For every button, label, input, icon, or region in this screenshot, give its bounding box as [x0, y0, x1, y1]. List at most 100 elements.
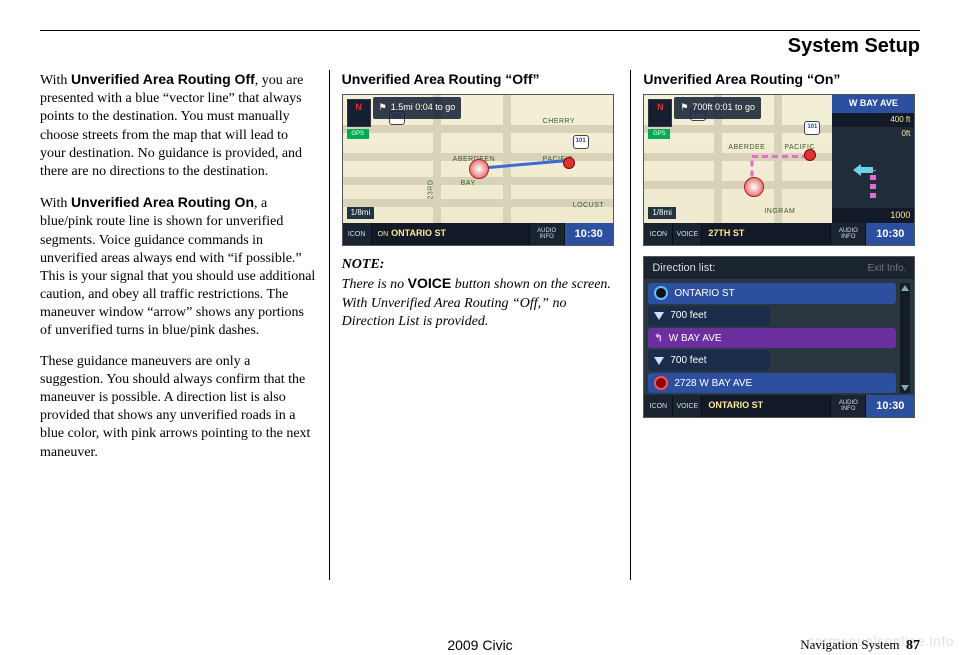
bottom-bar: ICON VOICE ONTARIO ST AUDIO INFO 10:30 [644, 395, 914, 417]
note-label: NOTE: [342, 256, 619, 274]
street-label: 23RD [426, 180, 435, 200]
direction-row[interactable]: ONTARIO ST [648, 283, 896, 303]
three-column-layout: With Unverified Area Routing Off, you ar… [40, 70, 920, 580]
panel-dist: 1000 [832, 208, 914, 224]
current-street: ONTARIO ST [702, 395, 830, 417]
road [503, 95, 511, 223]
waypoint-icon [654, 286, 668, 300]
direction-row[interactable]: ↰ W BAY AVE [648, 328, 896, 348]
direction-row[interactable]: 2728 W BAY AVE [648, 373, 896, 393]
direction-distance: 700 feet [648, 306, 770, 326]
dl-title: Direction list: [652, 261, 715, 275]
compass-icon [648, 99, 672, 127]
bold-term: Unverified Area Routing On [71, 194, 254, 210]
eta-banner: ⚑ 1.5mi 0:04 to go [373, 97, 462, 119]
text: , you are presented with a blue “vector … [40, 73, 303, 179]
clock: 10:30 [866, 223, 914, 245]
turn-arrow [832, 142, 914, 208]
down-arrow-icon [654, 312, 664, 320]
clock: 10:30 [565, 223, 613, 245]
rule-top [40, 30, 920, 31]
street-label: CHERRY [543, 117, 575, 126]
destination-icon [563, 157, 575, 169]
maneuver-panel: W BAY AVE 400 ft 0ft 1000 [832, 95, 914, 223]
text: ON [378, 230, 389, 239]
column-left: With Unverified Area Routing Off, you ar… [40, 70, 329, 580]
row-text: 700 feet [670, 309, 706, 322]
road [343, 125, 613, 133]
destination-icon [654, 376, 668, 390]
left-turn-icon: ↰ [654, 332, 662, 345]
bold-term: Unverified Area Routing Off [71, 71, 255, 87]
nav-screenshot-off: CHERRY ABERDEEN PACIFIC BAY LOCUST 23RD … [342, 94, 614, 246]
car-icon [744, 177, 764, 197]
audio-info-button[interactable]: AUDIO INFO [830, 223, 866, 245]
current-street: 27TH ST [702, 223, 830, 245]
street-label: INGRAM [764, 207, 795, 216]
eta-text: 1.5mi 0:04 to go [391, 102, 456, 114]
para-on: With Unverified Area Routing On, a blue/… [40, 193, 317, 341]
text: With [40, 196, 71, 211]
direction-distance: 700 feet [648, 350, 770, 370]
exit-info-button[interactable]: Exit Info. [867, 262, 906, 275]
current-street: ON ONTARIO ST [372, 223, 529, 245]
watermark: carmanualsonline.info [807, 633, 954, 649]
direction-rows: ONTARIO ST 700 feet ↰ W BAY AVE 700 feet [648, 283, 896, 393]
text: There is no [342, 277, 408, 292]
gps-badge: GPS [347, 129, 369, 139]
voice-button[interactable]: VOICE [673, 395, 702, 417]
hwy-shield: 101 [573, 135, 589, 149]
text: With [40, 73, 71, 88]
column-right: Unverified Area Routing “On” ABERDEE PAC… [631, 70, 920, 580]
text: ONTARIO ST [391, 228, 446, 240]
car-icon [469, 159, 489, 179]
scrollbar[interactable] [900, 283, 910, 393]
text: , a blue/pink route line is shown for un… [40, 196, 315, 338]
heading-on: Unverified Area Routing “On” [643, 70, 920, 88]
icon-button[interactable]: ICON [644, 223, 673, 245]
icon-button[interactable]: ICON [644, 395, 673, 417]
route-pink [752, 155, 808, 158]
arrow-icon [853, 150, 893, 200]
note-body: There is no VOICE button shown on the sc… [342, 274, 619, 331]
flag-icon: ⚑ [379, 102, 387, 114]
hwy-shield: 101 [804, 121, 820, 135]
clock: 10:30 [866, 395, 914, 417]
row-text: 700 feet [670, 354, 706, 367]
street-label: ABERDEE [728, 143, 765, 152]
row-text: ONTARIO ST [674, 287, 734, 300]
scale-badge: 1/8mi [648, 207, 676, 219]
street-label: BAY [461, 179, 476, 188]
eta-banner: ⚑ 700ft 0:01 to go [674, 97, 761, 119]
row-text: 2728 W BAY AVE [674, 377, 752, 390]
heading-off: Unverified Area Routing “Off” [342, 70, 619, 88]
down-arrow-icon [654, 357, 664, 365]
direction-list-header: Direction list: Exit Info. [644, 257, 914, 279]
audio-info-button[interactable]: AUDIO INFO [529, 223, 565, 245]
nav-screenshot-on: ABERDEE PACIFIC INGRAM 101 101 W BAY AVE… [643, 94, 915, 246]
eta-text: 700ft 0:01 to go [692, 102, 755, 114]
gps-badge: GPS [648, 129, 670, 139]
street-label: LOCUST [573, 201, 604, 210]
icon-button[interactable]: ICON [343, 223, 372, 245]
road [774, 95, 782, 223]
para-guidance: These guidance maneuvers are only a sugg… [40, 353, 317, 462]
column-middle: Unverified Area Routing “Off” CHERRY ABE… [329, 70, 632, 580]
para-off: With Unverified Area Routing Off, you ar… [40, 70, 317, 181]
page-header: System Setup [40, 35, 920, 58]
flag-icon: ⚑ [680, 102, 688, 114]
road [644, 181, 832, 189]
bottom-bar: ICON ON ONTARIO ST AUDIO INFO 10:30 [343, 223, 613, 245]
direction-list-screenshot: Direction list: Exit Info. ONTARIO ST 70… [643, 256, 915, 418]
row-text: W BAY AVE [669, 332, 722, 345]
scale-badge: 1/8mi [347, 207, 375, 219]
next-street: W BAY AVE [832, 95, 914, 113]
bold-term: VOICE [408, 275, 452, 291]
footer-model: 2009 Civic [447, 637, 512, 653]
voice-button[interactable]: VOICE [673, 223, 702, 245]
panel-zero: 0ft [832, 127, 914, 141]
panel-scale: 400 ft [832, 113, 914, 127]
bottom-bar: ICON VOICE 27TH ST AUDIO INFO 10:30 [644, 223, 914, 245]
audio-info-button[interactable]: AUDIO INFO [830, 395, 866, 417]
compass-icon [347, 99, 371, 127]
